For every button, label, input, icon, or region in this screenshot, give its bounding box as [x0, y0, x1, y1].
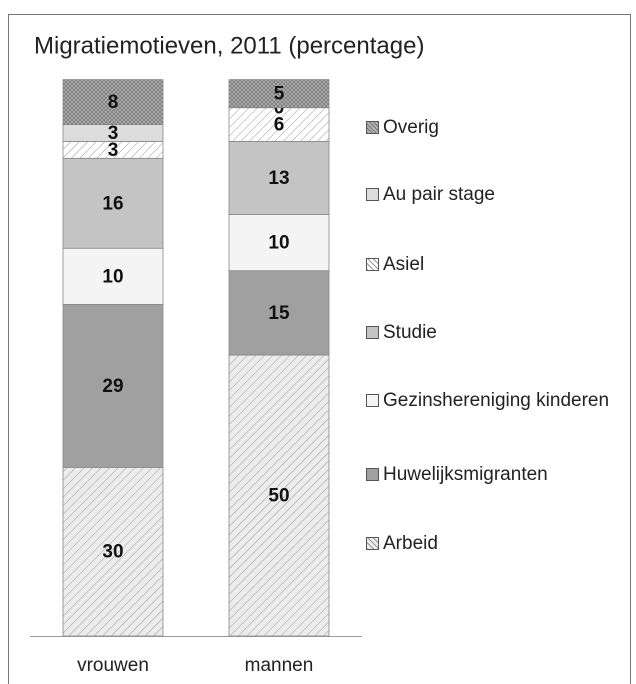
legend-label: Overig: [383, 117, 439, 138]
data-label: 10: [268, 233, 289, 254]
legend-swatch: [366, 537, 379, 550]
data-label: 0: [274, 98, 285, 119]
data-label: 30: [102, 542, 123, 563]
data-label: 29: [102, 376, 123, 397]
bar-segment: [62, 304, 164, 468]
legend-item: Huwelijksmigranten: [366, 457, 628, 492]
legend-label: Huwelijksmigranten: [383, 464, 548, 485]
chart-title: Migratiemotieven, 2011 (percentage): [34, 32, 424, 59]
data-label: 6: [274, 115, 285, 136]
legend-item: Asiel: [366, 247, 628, 282]
data-label: 16: [102, 193, 123, 214]
legend-item: Au pair stage: [366, 177, 628, 212]
legend-label: Studie: [383, 322, 437, 343]
data-label: 13: [268, 168, 289, 189]
data-label: 8: [108, 92, 119, 113]
data-label: 3: [108, 123, 119, 144]
bar-segment: [62, 157, 164, 249]
legend-label: Gezinshereniging kinderen: [383, 390, 610, 411]
frame: [8, 14, 631, 684]
data-label: 10: [102, 266, 123, 287]
bar-segment: [62, 247, 164, 305]
legend-label: Asiel: [383, 254, 425, 275]
x-tick-label: vrouwen: [77, 655, 149, 676]
legend-label: Arbeid: [383, 533, 438, 554]
legend-item: Arbeid: [366, 526, 628, 561]
legend-item: Gezinshereniging kinderen: [366, 383, 628, 418]
legend-swatch: [366, 188, 379, 201]
data-label: 50: [268, 486, 289, 507]
data-label: 5: [274, 84, 285, 105]
legend-swatch: [366, 121, 379, 134]
legend-label: Au pair stage: [383, 184, 495, 205]
legend-item: Studie: [366, 315, 628, 350]
legend-swatch: [366, 258, 379, 271]
bar-segment: [228, 141, 330, 215]
legend-item: Overig: [366, 110, 628, 145]
legend-swatch: [366, 468, 379, 481]
legend-swatch: [366, 394, 379, 407]
data-label: 15: [268, 303, 290, 324]
legend-swatch: [366, 326, 379, 339]
bar-segment: [228, 270, 330, 356]
data-label: 3: [108, 140, 119, 161]
x-tick-label: mannen: [245, 655, 314, 676]
